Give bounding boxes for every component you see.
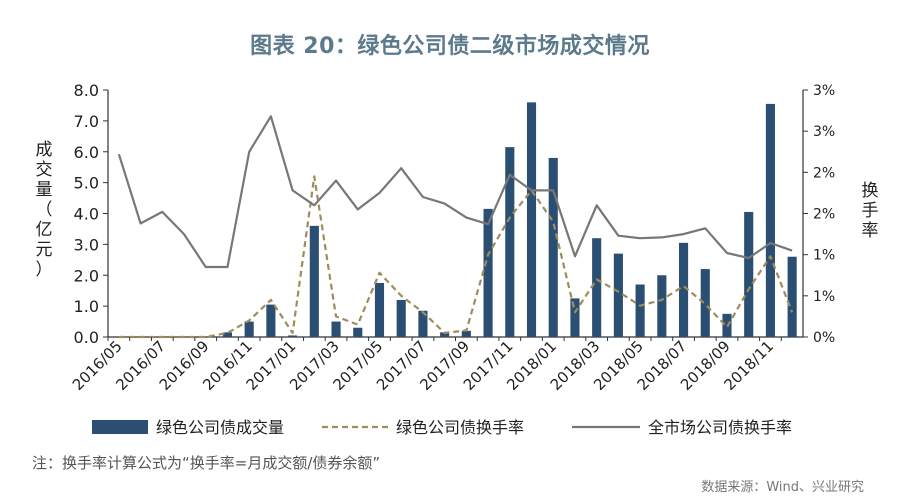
chart-title: 图表 20：绿色公司债二级市场成交情况 — [250, 34, 650, 59]
legend-label-green-turnover: 绿色公司债换手率 — [396, 418, 524, 437]
left-tick-label: 8.0 — [74, 81, 99, 100]
volume-bar — [331, 321, 341, 337]
volume-bar — [678, 242, 689, 337]
left-tick-label: 4.0 — [74, 205, 99, 224]
volume-bar — [613, 253, 623, 337]
volume-bar — [396, 299, 406, 337]
volume-bar — [374, 282, 385, 337]
volume-bar — [222, 332, 233, 337]
legend-label-market-turnover: 全市场公司债换手率 — [648, 418, 792, 437]
volume-bar — [353, 327, 363, 337]
volume-bar — [635, 284, 645, 337]
volume-bar — [744, 211, 754, 337]
volume-bar — [526, 102, 537, 337]
volume-bar — [592, 238, 602, 337]
left-tick-label: 0.0 — [74, 328, 99, 347]
left-tick-label: 5.0 — [74, 174, 99, 193]
volume-bar — [418, 310, 428, 337]
volume-bar — [244, 321, 254, 337]
volume-bar — [657, 275, 667, 337]
volume-bar — [700, 269, 710, 337]
data-source: 数据来源：Wind、兴业研究 — [701, 480, 864, 495]
volume-bar — [309, 225, 319, 337]
right-tick-label: 2% — [813, 165, 835, 181]
legend-swatch-volume — [92, 420, 148, 434]
volume-bar — [765, 103, 775, 337]
right-tick-label: 0% — [813, 330, 835, 346]
right-tick-label: 3% — [813, 124, 835, 140]
volume-bar — [548, 157, 558, 337]
right-tick-label: 1% — [813, 248, 835, 264]
volume-bar — [288, 335, 298, 337]
market-turnover-line — [117, 115, 793, 269]
volume-bar — [570, 298, 580, 337]
legend-label-volume: 绿色公司债成交量 — [156, 418, 284, 437]
left-tick-label: 2.0 — [74, 266, 99, 285]
volume-bar — [266, 304, 276, 337]
left-tick-label: 1.0 — [74, 297, 99, 316]
right-tick-label: 3% — [813, 83, 835, 99]
right-tick-label: 2% — [813, 207, 835, 223]
volume-bar — [440, 332, 450, 337]
footnote: 注：换手率计算公式为“换手率=月成交额/债券余额” — [32, 454, 381, 472]
left-tick-label: 3.0 — [74, 235, 99, 254]
volume-bar — [505, 147, 515, 337]
green-bond-turnover-line — [118, 175, 794, 339]
right-axis-title: 换手率 — [862, 181, 879, 241]
left-tick-label: 6.0 — [74, 143, 99, 162]
volume-bar — [483, 208, 493, 337]
volume-bar — [787, 256, 797, 337]
left-tick-label: 7.0 — [74, 112, 99, 131]
volume-bar — [461, 330, 471, 337]
left-axis-title: 成交量（亿元） — [36, 140, 53, 280]
right-tick-label: 1% — [813, 289, 835, 305]
